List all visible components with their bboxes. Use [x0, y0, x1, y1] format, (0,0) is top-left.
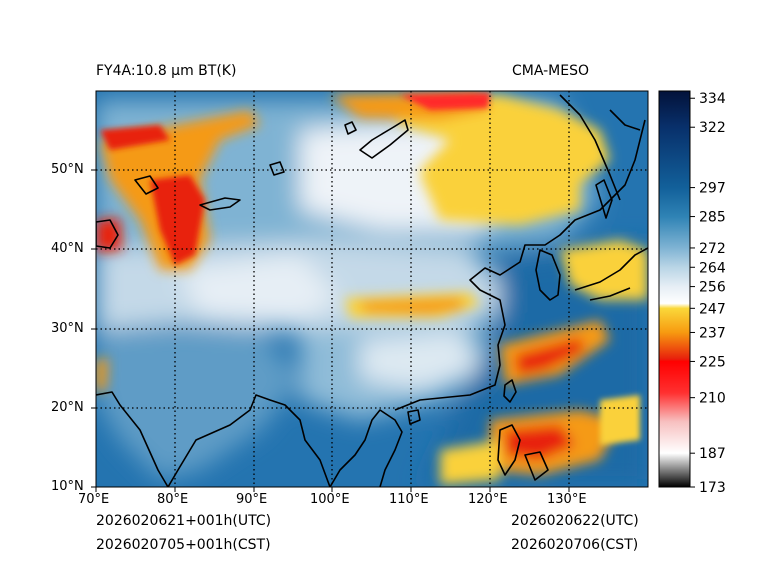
coastline-okhotsk	[559, 94, 641, 201]
lake-baikal	[359, 119, 409, 159]
land-field-india	[96, 330, 300, 480]
colorbar-tick-label: 225	[699, 354, 726, 370]
colorbar-tick-label: 173	[699, 480, 726, 496]
cloud-red-arctic	[400, 93, 490, 110]
coastline-sakhalin	[595, 179, 613, 219]
cloud-red-kazakh	[100, 125, 170, 150]
cloud-white-tibet	[180, 255, 340, 320]
cloud-red-okinawa	[515, 338, 585, 375]
cloud-red-aral	[96, 218, 122, 252]
title-left: FY4A:10.8 µm BT(K)	[96, 63, 237, 79]
lon-label: 90°E	[236, 492, 268, 507]
lon-label: 80°E	[157, 492, 189, 507]
lat-label: 40°N	[51, 241, 84, 256]
colorbar-tick-label: 297	[699, 181, 726, 197]
caspian-aral	[96, 175, 159, 249]
title-right: CMA-MESO	[512, 63, 590, 79]
lon-label: 120°E	[468, 492, 508, 507]
cloud-yellow-scs	[440, 440, 500, 485]
colorbar-tick-label: 256	[699, 280, 726, 296]
graticule	[96, 91, 648, 487]
cloud-orange-india-coast	[96, 358, 108, 392]
init-time-utc: 2026020621+001h(UTC)	[96, 513, 272, 529]
lon-label: 70°E	[78, 492, 110, 507]
colorbar-tick-label: 334	[699, 91, 726, 107]
coastline-taiwan	[503, 379, 517, 403]
cloud-yellow-japan	[560, 240, 648, 300]
valid-time-utc: 2026020622(UTC)	[511, 513, 639, 529]
lake-balkhash	[199, 197, 241, 211]
valid-time-cst: 2026020706(CST)	[511, 537, 639, 553]
lat-label: 50°N	[51, 162, 84, 177]
colorbar-gradient	[659, 91, 690, 487]
colorbar-tick-label: 285	[699, 210, 726, 226]
cloud-red-northwest-core	[150, 175, 205, 265]
lon-label: 130°E	[547, 492, 587, 507]
axis-ticks	[91, 169, 570, 492]
lake-small-1	[344, 121, 357, 135]
colorbar-tick-label: 247	[699, 301, 726, 317]
lat-label: 10°N	[51, 479, 84, 494]
cloud-white-china-east	[360, 330, 480, 390]
lake-small-2	[269, 161, 285, 176]
colorbar-tick-label: 210	[699, 391, 726, 407]
lat-label: 20°N	[51, 400, 84, 415]
colorbar-tick-label: 187	[699, 446, 726, 462]
colorbar-tick-label: 322	[699, 120, 726, 136]
lon-label: 110°E	[389, 492, 429, 507]
coastline-china-east	[394, 119, 646, 411]
coastline-india	[96, 391, 331, 487]
colorbar-tick-label: 264	[699, 260, 726, 276]
colorbar-frame	[658, 90, 691, 488]
coastline-japan	[574, 247, 648, 301]
lat-label: 30°N	[51, 321, 84, 336]
coastline-philippines	[497, 424, 549, 481]
coastline-hainan	[407, 409, 421, 425]
coastline-southeast-asia	[329, 409, 403, 487]
lon-label: 100°E	[310, 492, 350, 507]
colorbar-ticks: 173 187 210 225 237 247 256 264 272 285 297 322 334	[690, 91, 726, 496]
colorbar-tick-label: 237	[699, 325, 726, 341]
map-frame	[95, 90, 649, 488]
cloud-orange-tibet-band	[360, 298, 465, 314]
coastline-korea	[535, 249, 561, 301]
cloud-red-philippines	[505, 425, 575, 460]
colorbar-tick-label: 272	[699, 241, 726, 257]
init-time-cst: 2026020705+001h(CST)	[96, 537, 271, 553]
cloud-yellow-manchuria	[420, 168, 580, 225]
